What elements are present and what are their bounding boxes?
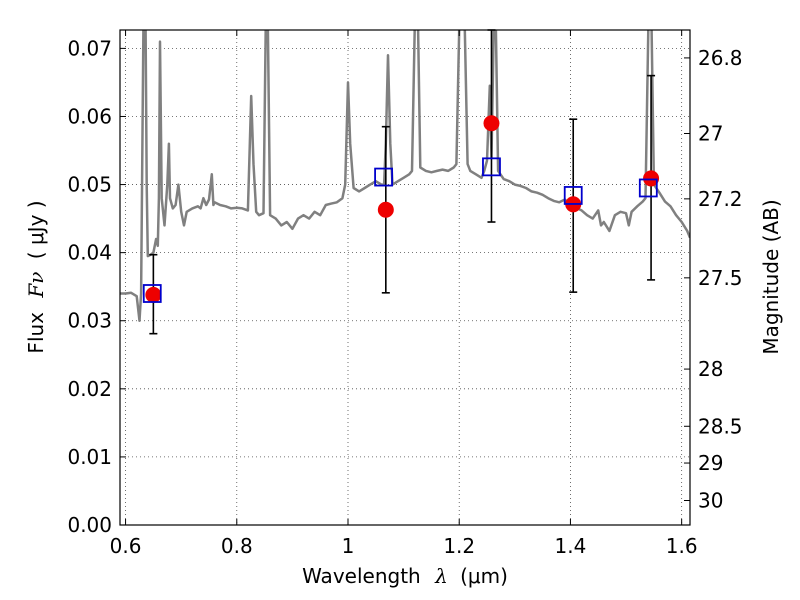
y2-tick-label: 29 <box>698 451 723 475</box>
x-tick-label: 0.6 <box>110 534 142 558</box>
x-axis-label: Wavelength λ (μm) <box>302 564 508 588</box>
model-photometry-point <box>374 167 393 187</box>
y2-tick-label: 28.5 <box>698 414 743 438</box>
y2-tick-label: 27.5 <box>698 266 743 290</box>
x-tick-label: 1 <box>342 534 355 558</box>
observed-point <box>483 115 500 132</box>
observed-point <box>377 201 394 218</box>
y-axis-label-unit: ( μJy ) <box>24 200 48 259</box>
y-tick-label: 0.05 <box>67 173 112 197</box>
x-axis-label-unit: (μm) <box>460 564 508 588</box>
y-axis-label-text: Flux <box>24 312 48 354</box>
error-bars <box>149 29 656 335</box>
y2-tick-label: 28 <box>698 357 723 381</box>
y2-tick-label: 27.2 <box>698 187 743 211</box>
model-photometry-point <box>638 178 658 198</box>
x-tick-label: 1.2 <box>443 534 475 558</box>
y-tick-label: 0.01 <box>67 445 112 469</box>
x-axis-label-text: Wavelength <box>302 564 421 588</box>
x-tick-label: 0.8 <box>221 534 253 558</box>
model-spectrum <box>120 30 690 322</box>
axis-ticks: 0.6 0.8 1 1.2 1.4 1.6 0.00 0.01 0.02 0.03 0.04 0.05… <box>67 30 743 558</box>
y2-tick-label: 27 <box>698 121 723 145</box>
x-tick-label: 1.4 <box>555 534 587 558</box>
x-tick-label: 1.6 <box>666 534 698 558</box>
y2-tick-label: 26.8 <box>698 46 743 70</box>
spectrum-line <box>120 30 690 322</box>
model-photometry-point <box>482 157 501 177</box>
y-tick-label: 0.02 <box>67 377 112 401</box>
model-photometry-point <box>142 284 162 303</box>
observed-point <box>145 286 162 303</box>
y-tick-label: 0.06 <box>67 104 112 128</box>
y-tick-label: 0.04 <box>67 241 112 265</box>
y2-axis-label: Magnitude (AB) <box>759 199 783 354</box>
y-tick-label: 0.07 <box>67 36 112 60</box>
x-axis-label-symbol: λ <box>434 564 448 588</box>
plot-frame <box>119 29 691 526</box>
y-axis-label: Flux Fν ( μJy ) <box>24 200 48 353</box>
grid-lines <box>120 30 690 526</box>
y-tick-label: 0.00 <box>67 513 112 537</box>
observed-points <box>145 115 660 303</box>
model-photometry-points <box>142 157 658 303</box>
y-axis-label-symbol: Fν <box>24 272 48 299</box>
model-photometry-point <box>563 186 583 205</box>
y-tick-label: 0.03 <box>67 309 112 333</box>
y2-tick-label: 30 <box>698 488 723 512</box>
observed-point <box>643 170 660 187</box>
